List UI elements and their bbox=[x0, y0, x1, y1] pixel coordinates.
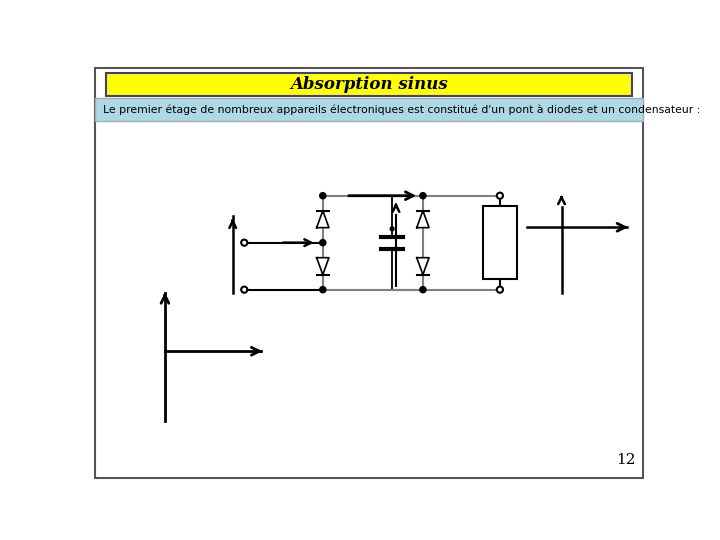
Circle shape bbox=[420, 287, 426, 293]
Polygon shape bbox=[317, 211, 329, 228]
Circle shape bbox=[497, 287, 503, 293]
Polygon shape bbox=[417, 258, 429, 275]
Polygon shape bbox=[317, 258, 329, 275]
Circle shape bbox=[320, 193, 326, 199]
Circle shape bbox=[390, 227, 394, 231]
Circle shape bbox=[420, 193, 426, 199]
Circle shape bbox=[241, 287, 248, 293]
FancyBboxPatch shape bbox=[95, 68, 643, 477]
Text: 12: 12 bbox=[616, 453, 636, 467]
Circle shape bbox=[320, 287, 326, 293]
FancyBboxPatch shape bbox=[95, 98, 643, 121]
Text: Le premier étage de nombreux appareils électroniques est constitué d'un pont à d: Le premier étage de nombreux appareils é… bbox=[102, 104, 700, 114]
Circle shape bbox=[241, 240, 248, 246]
Circle shape bbox=[497, 193, 503, 199]
FancyBboxPatch shape bbox=[106, 72, 632, 96]
Circle shape bbox=[320, 240, 326, 246]
Polygon shape bbox=[417, 211, 429, 228]
Text: Absorption sinus: Absorption sinus bbox=[290, 76, 448, 92]
Bar bbox=[482, 206, 517, 279]
